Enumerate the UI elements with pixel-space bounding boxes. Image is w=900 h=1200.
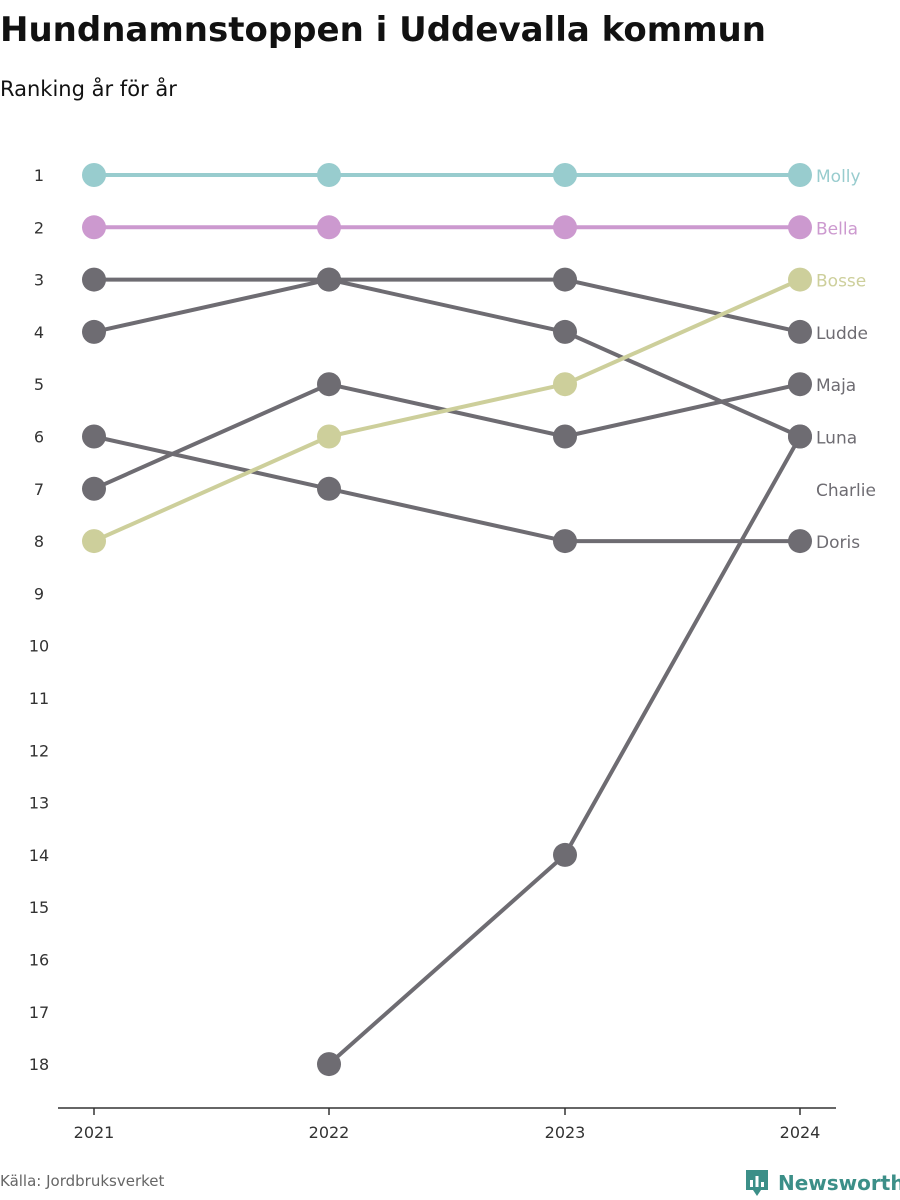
- series-line-luna: [93, 277, 801, 439]
- chart-subtitle: Ranking år för år: [0, 77, 177, 101]
- lines-layer: [93, 173, 802, 1066]
- data-point-bella: [317, 215, 341, 240]
- y-tick-label: 15: [29, 898, 49, 917]
- data-point-molly: [82, 163, 106, 187]
- y-tick-label: 1: [34, 166, 44, 185]
- data-point-bella: [553, 215, 577, 240]
- y-tick-label: 6: [34, 428, 44, 447]
- data-point-luna: [82, 319, 106, 344]
- y-tick-label: 13: [29, 794, 49, 813]
- points-layer: [82, 163, 812, 1077]
- y-tick-label: 17: [29, 1003, 49, 1022]
- data-point-ludde: [317, 267, 341, 292]
- series-label-maja: Maja: [816, 376, 856, 396]
- y-tick-label: 5: [34, 375, 44, 394]
- chart-title: Hundnamnstoppen i Uddevalla kommun: [0, 10, 766, 50]
- data-point-ludde: [788, 319, 812, 344]
- data-point-maja: [317, 372, 341, 397]
- y-tick-label: 14: [29, 846, 49, 865]
- series-label-luna: Luna: [816, 429, 857, 449]
- data-point-maja: [82, 476, 106, 501]
- data-point-bosse: [553, 372, 577, 397]
- series-label-ludde: Ludde: [816, 324, 868, 344]
- data-point-charlie: [553, 842, 577, 867]
- x-tick-label: 2021: [74, 1123, 115, 1142]
- series-label-molly: Molly: [816, 167, 861, 187]
- data-point-molly: [788, 163, 812, 187]
- data-point-bosse: [82, 529, 106, 554]
- x-tick-label: 2023: [545, 1123, 586, 1142]
- data-point-luna: [553, 319, 577, 344]
- series-label-doris: Doris: [816, 533, 860, 553]
- data-point-maja: [788, 372, 812, 397]
- x-tick-label: 2022: [309, 1123, 350, 1142]
- data-point-bosse: [788, 267, 812, 292]
- data-point-doris: [82, 424, 106, 449]
- data-point-bella: [788, 215, 812, 240]
- labels-layer: Molly Bella Bosse Ludde Maja Luna Charlie Doris: [816, 167, 876, 553]
- series-line-ludde: [94, 277, 801, 334]
- data-point-maja: [553, 424, 577, 449]
- x-tick-label: 2024: [780, 1123, 821, 1142]
- brand-name: Newsworthy: [778, 1171, 900, 1195]
- data-point-doris: [317, 476, 341, 501]
- y-tick-label: 12: [29, 741, 49, 760]
- data-point-bella: [82, 215, 106, 240]
- y-tick-label: 3: [34, 271, 44, 290]
- series-line-bosse: [93, 277, 801, 543]
- data-point-charlie: [317, 1052, 341, 1077]
- series-label-bella: Bella: [816, 219, 858, 239]
- source-note: Källa: Jordbruksverket: [0, 1172, 165, 1190]
- data-point-ludde: [553, 267, 577, 292]
- y-tick-label: 9: [34, 584, 44, 603]
- y-tick-label: 4: [34, 323, 44, 342]
- data-point-bosse: [317, 424, 341, 449]
- data-point-luna: [788, 424, 812, 449]
- newsworthy-logo-icon: [746, 1170, 768, 1196]
- data-point-ludde: [82, 267, 106, 292]
- series-label-bosse: Bosse: [816, 272, 866, 292]
- series-line-doris: [93, 434, 800, 544]
- data-point-doris: [788, 529, 812, 554]
- series-label-charlie: Charlie: [816, 481, 876, 501]
- series-line-maja: [93, 382, 801, 491]
- y-tick-label: 10: [29, 637, 49, 656]
- y-tick-label: 11: [29, 689, 49, 708]
- brand-logo[interactable]: Newsworthy: [744, 1168, 900, 1198]
- data-point-doris: [553, 529, 577, 554]
- data-point-molly: [317, 163, 341, 187]
- y-tick-label: 16: [29, 951, 49, 970]
- y-tick-label: 18: [29, 1055, 49, 1074]
- y-tick-label: 2: [34, 218, 44, 237]
- y-tick-label: 8: [34, 532, 44, 551]
- y-tick-label: 7: [34, 480, 44, 499]
- data-point-molly: [553, 163, 577, 187]
